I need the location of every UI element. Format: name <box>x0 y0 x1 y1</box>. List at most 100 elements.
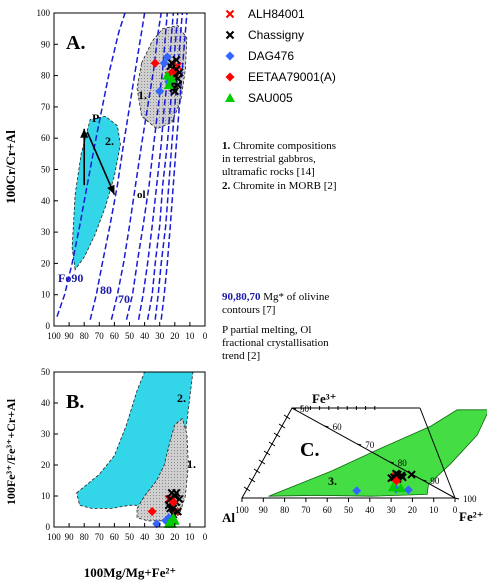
panel-c-sau005-point <box>387 482 398 492</box>
panel-a-xtick-label: 40 <box>140 331 150 341</box>
panel-a-xtick-label: 0 <box>203 331 208 341</box>
panel-b-ytick-label: 20 <box>41 460 51 470</box>
panel-a-eetaa79001-a-point <box>150 58 160 68</box>
panel-a-ytick-label: 0 <box>46 321 51 331</box>
arrow-ol-label: ol <box>137 189 146 201</box>
panel-b-ylabel: 100Fe³⁺/Fe³⁺+Cr+Al <box>4 398 18 505</box>
note-mg-line2: contours [7] <box>222 304 275 316</box>
panel-b-xtick-label: 40 <box>140 532 150 542</box>
panel-c-right-tick-label: 50 <box>300 404 310 414</box>
panel-a-xtick-label: 70 <box>95 331 105 341</box>
olivine-contour-1 <box>56 13 126 317</box>
note-2: 2. Chromite in MORB [2] <box>222 180 337 192</box>
legend-label-eetaa79001-a: EETAA79001(A) <box>248 70 336 84</box>
panel-c-right-tick-mark <box>357 443 362 446</box>
olivine-contour-5 <box>137 13 175 320</box>
olivine-contour-7 <box>154 13 184 320</box>
legend-dag476-point <box>225 51 235 61</box>
apex-right-label: Fe²⁺ <box>459 509 483 524</box>
panel-a-chassigny-point <box>175 68 184 77</box>
panel-b-sau005-point <box>168 512 179 522</box>
legend-label-chassigny: Chassigny <box>248 28 304 42</box>
panel-c-right-tick-mark <box>389 461 394 464</box>
panel-a-sau005-point <box>166 73 177 83</box>
panel-b-ytick-label: 10 <box>41 491 51 501</box>
panel-c-points <box>352 469 416 496</box>
panel-c-bottom-tick-label: 70 <box>301 505 311 515</box>
panel-b-eetaa79001-a-point <box>147 507 157 516</box>
panel-b-dag476-point <box>152 519 162 529</box>
panel-b-fields <box>76 372 194 522</box>
panel-c-left-tick-mark <box>243 486 251 492</box>
panel-b-ytick-label: 50 <box>41 367 51 377</box>
panel-b-ytick-label: 0 <box>46 522 51 532</box>
panel-b-field-1-label: 1. <box>187 457 196 471</box>
panel-a-xtick-label: 10 <box>185 331 195 341</box>
panel-c-bottom-tick-label: 0 <box>453 505 458 515</box>
arrow-ol-shaft <box>86 131 116 195</box>
panel-b-eetaa79001-a-point <box>168 497 178 507</box>
panel-c-left-tick-mark <box>283 414 291 420</box>
olivine-contour-8 <box>160 13 188 320</box>
legend-label-alh84001: ALH84001 <box>248 7 305 21</box>
panel-c-left-tick-mark <box>253 468 261 474</box>
panel-a-sau005-point <box>162 70 173 80</box>
arrow-ol-head <box>107 184 115 195</box>
panel-b-field-2-label: 2. <box>177 391 186 405</box>
panel-c-field-3-label: 3. <box>328 474 337 488</box>
note-1-line3: ultramafic rocks [14] <box>222 166 315 178</box>
panel-c-bottom-tick-label: 60 <box>323 505 333 515</box>
notes: 1. Chromite compositions in terrestrial … <box>222 140 337 362</box>
panel-b-xtick-label: 0 <box>203 532 208 542</box>
panel-a-dag476-point <box>162 52 172 62</box>
panel-a-xtick-label: 80 <box>80 331 90 341</box>
olivine-contour-3 <box>110 13 162 320</box>
panel-a-field-1-label: 1. <box>138 88 147 102</box>
panel-a-dag476-point <box>159 58 169 68</box>
panel-a-ytick-label: 90 <box>41 39 51 49</box>
panel-a-chassigny-point <box>172 55 181 65</box>
panel-a-ytick-label: 70 <box>41 102 51 112</box>
note-1-line2: in terrestrial gabbros, <box>222 153 316 165</box>
panel-c-left-tick-mark <box>248 477 256 483</box>
panel-b-xtick-label: 90 <box>65 532 75 542</box>
panel-b-ytick-label: 30 <box>41 429 51 439</box>
note-1: 1. Chromite compositions <box>222 140 336 152</box>
panel-c-dag476-point <box>403 485 413 495</box>
panel-c-right-tick-mark <box>454 497 460 500</box>
panel-c-right-tick-label: 90 <box>430 476 440 486</box>
contour-label-80: 80 <box>100 283 112 297</box>
panel-c-chassigny-point <box>398 473 407 482</box>
panel-b-xtick-label: 80 <box>80 532 90 542</box>
panel-a-ytick-label: 50 <box>41 165 51 175</box>
panel-c-bottom-tick-label: 90 <box>259 505 269 515</box>
panel-a-xtick-label: 20 <box>170 331 180 341</box>
panel-a-chassigny-point <box>166 62 175 71</box>
panel-b-ytick-label: 40 <box>41 398 51 408</box>
panel-a-ytick-label: 20 <box>41 258 51 268</box>
panel-b-points <box>147 488 184 529</box>
panel-b-xtick-label: 50 <box>125 532 135 542</box>
panel-b-xtick-label: 10 <box>185 532 195 542</box>
panel-c-field-3 <box>268 409 487 497</box>
note-melting: P partial melting, Ol <box>222 324 311 336</box>
panel-a-ytick-label: 40 <box>41 196 51 206</box>
panel-b-xtick-label: 30 <box>155 532 165 542</box>
panel-b-xtick-label: 60 <box>110 532 120 542</box>
contour-label-fo90: Fo90 <box>58 271 83 285</box>
panel-a-olivine-contours <box>56 13 188 320</box>
panel-a-dag476-point <box>155 86 165 96</box>
apex-top-label: Fe³⁺ <box>312 391 336 406</box>
panel-c-right-edge <box>419 407 456 499</box>
legend-sau005-point <box>225 93 235 102</box>
olivine-contour-4 <box>125 13 169 320</box>
legend-chassigny-point <box>225 30 235 40</box>
contour-label-70: 70 <box>118 292 130 306</box>
panel-c-bottom-tick-label: 20 <box>408 505 418 515</box>
panel-a-xtick-label: 50 <box>125 331 135 341</box>
